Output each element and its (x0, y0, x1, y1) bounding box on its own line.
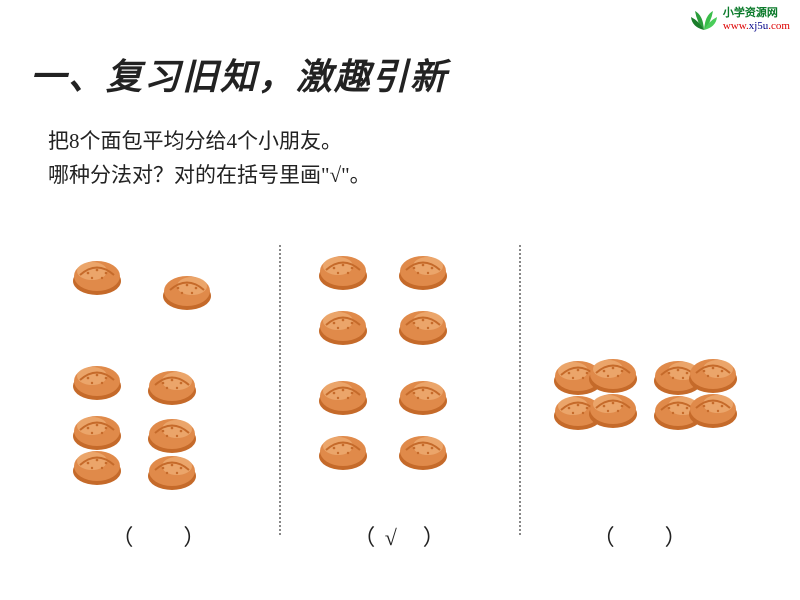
bread-icon (686, 388, 740, 430)
bread-icon (396, 250, 450, 292)
bread-icon (70, 360, 124, 402)
bread-icon (145, 450, 199, 492)
leaf-icon (689, 5, 719, 35)
bread-icon (316, 375, 370, 417)
bread-icon (396, 430, 450, 472)
answer-c: （ ） (593, 520, 689, 552)
bread-icon (145, 413, 199, 455)
logo-text-cn: 小学资源网 (723, 7, 790, 20)
bread-icon (316, 430, 370, 472)
bread-icon (316, 250, 370, 292)
options-container: （ ） (40, 235, 760, 552)
bread-icon (145, 365, 199, 407)
option-b: （ √ ） (281, 235, 520, 552)
bread-icon (70, 255, 124, 297)
bread-icon (160, 270, 214, 312)
bread-icon (70, 445, 124, 487)
answer-a: （ ） (111, 520, 207, 552)
bread-icon (396, 305, 450, 347)
question-text: 把8个面包平均分给4个小朋友。 哪种分法对？对的在括号里画"√"。 (48, 125, 371, 192)
bread-area-c (521, 235, 760, 515)
bread-icon (586, 388, 640, 430)
question-line1: 把8个面包平均分给4个小朋友。 (48, 125, 371, 159)
answer-b: （ √ ） (353, 520, 447, 552)
bread-area-a (40, 235, 279, 515)
option-c: （ ） (521, 235, 760, 552)
site-logo: 小学资源网 www.xj5u.com (689, 5, 790, 35)
question-line2: 哪种分法对？对的在括号里画"√"。 (48, 159, 371, 193)
bread-area-b (281, 235, 520, 515)
bread-icon (316, 305, 370, 347)
logo-url: www.xj5u.com (723, 20, 790, 33)
section-title: 一、复习旧知，激趣引新 (30, 48, 448, 100)
option-a: （ ） (40, 235, 279, 552)
bread-icon (396, 375, 450, 417)
